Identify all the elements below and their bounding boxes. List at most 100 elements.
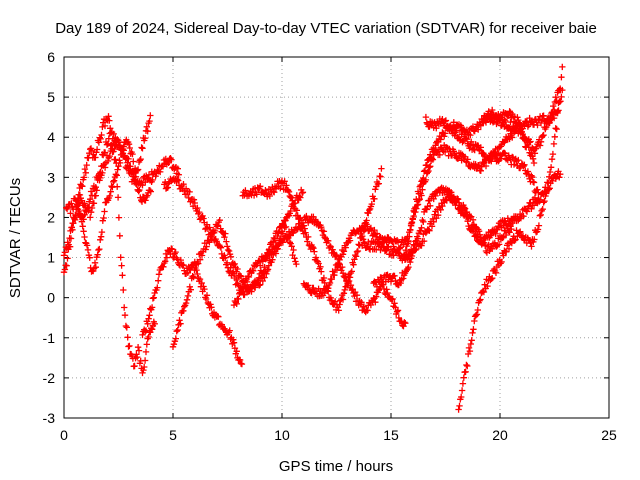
data-point [141,363,148,371]
data-point [409,215,416,222]
data-point [238,360,246,368]
data-point [321,289,328,297]
data-point [83,242,91,249]
data-point [233,348,240,355]
data-point [505,245,513,252]
data-point [110,148,117,155]
data-point [501,149,508,157]
data-point [537,211,544,219]
data-point [135,188,142,195]
data-point [291,255,298,262]
data-point [286,239,293,246]
data-point [346,237,354,244]
data-point [95,139,103,146]
data-point [141,135,149,142]
data-point [232,299,239,306]
data-point [439,202,446,210]
data-point [77,214,85,221]
data-point [546,185,553,192]
data-point [558,74,565,81]
data-point [427,202,434,209]
data-point [333,266,341,274]
data-point [484,282,491,290]
data-point [495,150,502,157]
data-point [108,141,115,149]
data-point [174,256,181,263]
data-point [526,139,533,146]
data-point [114,194,122,201]
data-point [236,290,243,297]
data-point [515,156,522,164]
data-point [177,256,184,264]
data-point [243,278,251,286]
data-point [418,242,425,249]
data-point [114,139,122,146]
data-point [224,243,231,250]
data-point [238,273,245,280]
x-axis-label: GPS time / hours [279,458,393,475]
data-point [164,184,171,191]
data-point [180,307,187,314]
data-point [465,344,473,352]
data-point [98,163,105,170]
data-point [64,255,71,262]
y-tick-label: -3 [43,410,56,426]
data-point [261,274,268,281]
data-point [353,292,361,299]
data-point [430,218,437,225]
data-point [529,174,536,181]
data-point [466,347,474,355]
data-point [461,205,469,212]
data-point [125,155,132,163]
data-point [476,231,484,238]
series-sat-o [455,63,566,413]
data-point [394,249,402,256]
data-point [68,224,75,231]
data-point [168,245,175,252]
data-point [420,218,427,225]
data-point [60,252,68,259]
series-sat-j [300,142,542,300]
data-point [339,296,347,303]
data-point [223,238,230,245]
data-point [126,144,133,152]
data-point [274,245,281,252]
y-tick-label: 3 [47,169,55,185]
data-point [546,168,554,176]
data-point [244,273,252,280]
data-point [121,304,128,311]
data-point [420,168,428,175]
data-point [203,292,211,299]
data-point [97,135,104,143]
data-point [552,94,559,101]
data-point [180,181,187,188]
data-point [360,303,368,310]
data-point [557,171,564,178]
data-point [475,228,483,235]
data-point [548,116,555,123]
data-point [271,248,278,256]
data-point [68,200,75,207]
data-point [427,151,434,158]
data-point [373,230,381,237]
data-point [213,223,221,230]
data-point [456,402,463,410]
data-point [521,161,528,168]
y-tick-label: 6 [47,49,55,65]
data-point [112,134,119,141]
data-point [293,226,300,233]
data-point [70,205,77,213]
data-point [198,279,205,287]
data-point [384,289,391,297]
data-point [136,186,143,194]
data-point [107,188,114,195]
data-point [393,308,401,315]
data-point [134,166,142,173]
data-point [496,115,504,122]
data-point [172,248,179,256]
data-point [540,199,547,206]
data-point [477,144,484,151]
data-point [414,235,422,242]
data-point [121,153,129,161]
data-point [196,256,204,263]
